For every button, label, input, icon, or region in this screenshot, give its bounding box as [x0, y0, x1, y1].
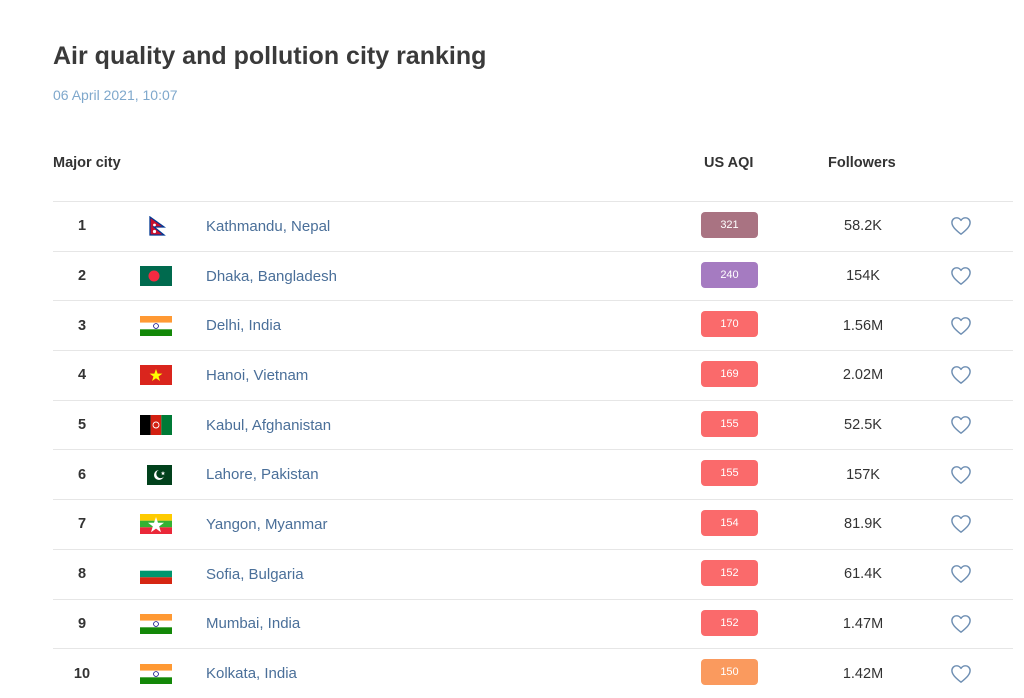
heart-outline-icon[interactable]: [950, 316, 972, 336]
heart-outline-icon[interactable]: [950, 664, 972, 684]
aqi-badge: 152: [701, 559, 758, 586]
nepal-flag-icon: [140, 216, 172, 236]
heart-outline-icon[interactable]: [950, 216, 972, 236]
city-link[interactable]: Dhaka, Bangladesh: [206, 267, 337, 285]
followers-count: 81.9K: [844, 516, 882, 533]
followers-count: 1.42M: [842, 665, 884, 682]
followers-count: 2.02M: [842, 367, 884, 384]
table-row: 2 Dhaka, Bangladesh 240 154K: [53, 250, 1013, 301]
followers-count: 52.5K: [844, 417, 882, 434]
heart-outline-icon[interactable]: [950, 365, 972, 385]
afghanistan-flag-icon: [140, 415, 172, 436]
table-row: 1 Kathmandu, Nepal 321 58.2K: [53, 201, 1013, 251]
city-link[interactable]: Lahore, Pakistan: [206, 466, 319, 484]
rank-number: 4: [77, 367, 87, 384]
rank-number: 8: [77, 566, 87, 583]
city-link[interactable]: Hanoi, Vietnam: [206, 366, 309, 384]
bulgaria-flag-icon: [140, 564, 172, 585]
followers-count: 1.56M: [842, 317, 884, 334]
followers-count: 58.2K: [844, 218, 882, 235]
heart-outline-icon[interactable]: [950, 465, 972, 485]
aqi-badge: 150: [701, 659, 758, 686]
heart-outline-icon[interactable]: [950, 614, 972, 634]
aqi-badge: 169: [701, 361, 758, 388]
city-link[interactable]: Sofia, Bulgaria: [206, 565, 304, 583]
table-row: 9 Mumbai, India 152 1.47M: [53, 598, 1013, 649]
followers-count: 61.4K: [844, 566, 882, 583]
aqi-badge: 240: [701, 261, 758, 288]
table-row: 5 Kabul, Afghanistan 155 52.5K: [53, 399, 1013, 450]
table-row: 10 Kolkata, India 150 1.42M: [53, 648, 1013, 698]
india-flag-icon: [140, 663, 172, 684]
city-link[interactable]: Yangon, Myanmar: [206, 515, 328, 533]
rank-number: 2: [77, 268, 87, 285]
heart-outline-icon[interactable]: [950, 415, 972, 435]
ranking-table: 1 Kathmandu, Nepal 321 58.2K 2 Dhaka, Banglad…: [53, 201, 1013, 698]
bangladesh-flag-icon: [140, 266, 172, 287]
column-header-aqi: US AQI: [704, 155, 754, 171]
followers-count: 154K: [846, 268, 880, 285]
table-row: 4 Hanoi, Vietnam 169 2.02M: [53, 350, 1013, 400]
city-link[interactable]: Kolkata, India: [206, 665, 297, 683]
city-link[interactable]: Delhi, India: [206, 317, 282, 335]
table-row: 7 Yangon, Myanmar 154 81.9K: [53, 499, 1013, 549]
aqi-badge: 155: [701, 410, 758, 437]
aqi-badge: 154: [701, 510, 758, 537]
heart-outline-icon[interactable]: [950, 266, 972, 286]
city-link[interactable]: Mumbai, India: [206, 615, 301, 633]
table-row: 8 Sofia, Bulgaria 152 61.4K: [53, 548, 1013, 599]
page-title: Air quality and pollution city ranking: [53, 42, 487, 70]
aqi-badge: 155: [701, 460, 758, 487]
followers-count: 157K: [846, 466, 880, 483]
rank-number: 3: [77, 317, 87, 334]
rank-number: 1: [77, 218, 87, 235]
vietnam-flag-icon: [140, 365, 172, 386]
india-flag-icon: [140, 613, 172, 634]
table-row: 3 Delhi, India 170 1.56M: [53, 300, 1013, 350]
aqi-badge: 170: [701, 311, 758, 338]
myanmar-flag-icon: [140, 514, 172, 535]
ranking-timestamp: 06 April 2021, 10:07: [53, 87, 178, 103]
heart-outline-icon[interactable]: [950, 564, 972, 584]
column-header-city: Major city: [53, 155, 121, 171]
heart-outline-icon[interactable]: [950, 514, 972, 534]
aqi-badge: 321: [701, 212, 758, 238]
city-link[interactable]: Kathmandu, Nepal: [206, 217, 331, 235]
followers-count: 1.47M: [842, 615, 884, 632]
column-header-followers: Followers: [828, 155, 896, 171]
rank-number: 7: [77, 516, 87, 533]
aqi-badge: 152: [701, 609, 758, 636]
rank-number: 5: [77, 417, 87, 434]
table-row: 6 Lahore, Pakistan 155 157K: [53, 449, 1013, 499]
rank-number: 10: [73, 665, 91, 682]
city-link[interactable]: Kabul, Afghanistan: [206, 416, 332, 434]
rank-number: 6: [77, 466, 87, 483]
pakistan-flag-icon: [140, 464, 172, 485]
india-flag-icon: [140, 315, 172, 336]
rank-number: 9: [77, 615, 87, 632]
